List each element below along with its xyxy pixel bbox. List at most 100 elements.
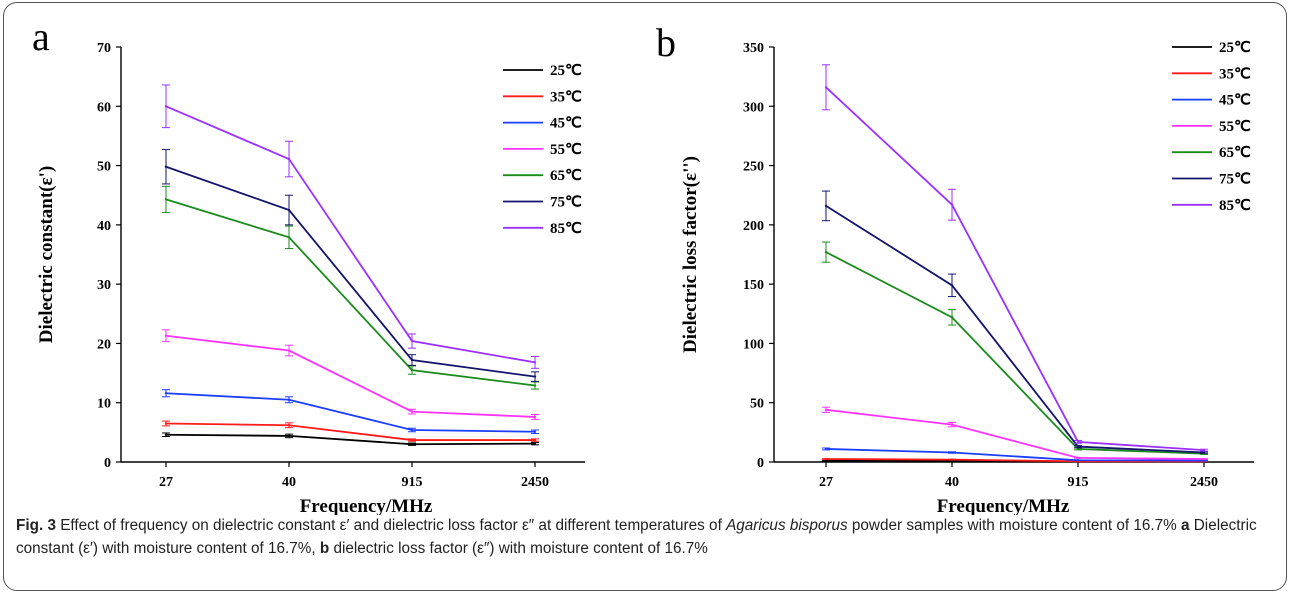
y-tick-label: 100 xyxy=(743,337,764,352)
y-tick-label: 60 xyxy=(97,100,111,115)
data-point xyxy=(950,203,954,206)
x-tick-label: 915 xyxy=(1068,475,1089,490)
data-point xyxy=(410,438,414,442)
caption-species: Agaricus bisporus xyxy=(726,517,848,534)
caption-fig-label: Fig. 3 xyxy=(16,517,56,534)
y-axis-label: Dielectric loss factor(ε'') xyxy=(680,156,701,353)
legend-label: 55℃ xyxy=(1219,119,1251,135)
y-tick-label: 200 xyxy=(743,219,764,234)
x-tick-label: 40 xyxy=(282,475,296,490)
data-point xyxy=(824,447,828,451)
data-point xyxy=(287,236,291,239)
y-tick-label: 10 xyxy=(97,397,111,412)
series-line xyxy=(825,86,1205,452)
series-line xyxy=(825,205,1205,454)
legend-label: 85℃ xyxy=(550,221,582,237)
data-point xyxy=(410,443,414,446)
data-point xyxy=(950,316,954,319)
x-tick-label: 40 xyxy=(945,475,959,490)
data-point xyxy=(410,428,414,432)
data-point xyxy=(1076,445,1080,448)
legend-label: 75℃ xyxy=(1219,172,1251,188)
y-tick-label: 50 xyxy=(750,397,764,412)
data-point xyxy=(824,459,828,463)
series-line xyxy=(825,408,1205,460)
x-tick-label: 27 xyxy=(159,475,173,490)
data-point xyxy=(1076,440,1080,444)
data-point xyxy=(287,398,291,401)
y-tick-label: 150 xyxy=(743,278,764,293)
y-tick-label: 50 xyxy=(97,160,111,175)
data-point xyxy=(824,86,828,89)
legend-label: 55℃ xyxy=(550,142,582,158)
chart-a: a 0 10 20 30 40 50 60 70 27 40 915 2450 Frequency/MHz… xyxy=(32,14,585,515)
data-point xyxy=(410,410,414,413)
y-tick-label: 30 xyxy=(97,278,111,293)
series-line xyxy=(825,251,1205,455)
caption-part-1: Effect of frequency on dielectric consta… xyxy=(55,517,727,534)
panel-label: b xyxy=(656,20,676,65)
caption-part-4: dielectric loss factor (ε″) with moistur… xyxy=(329,540,708,557)
data-point xyxy=(287,208,291,212)
data-point xyxy=(950,423,954,426)
data-point xyxy=(533,430,537,433)
data-point xyxy=(533,415,537,419)
caption-label-b: b xyxy=(319,540,330,557)
data-point xyxy=(533,361,537,364)
y-tick-label: 300 xyxy=(743,100,764,115)
data-point xyxy=(287,434,291,438)
x-axis-label: Frequency/MHz xyxy=(300,496,433,515)
data-point xyxy=(950,451,954,454)
y-tick-label: 40 xyxy=(97,219,111,234)
data-point xyxy=(287,157,291,161)
data-point xyxy=(1202,451,1206,454)
data-point xyxy=(287,424,291,427)
data-point xyxy=(164,392,168,395)
data-point xyxy=(533,442,537,445)
data-point xyxy=(164,433,168,436)
series-line xyxy=(165,165,536,378)
figure-frame xyxy=(3,2,1287,591)
data-point xyxy=(533,375,537,378)
data-point xyxy=(1076,447,1080,451)
legend-label: 75℃ xyxy=(550,195,582,211)
y-tick-label: 70 xyxy=(97,41,111,56)
series-line xyxy=(825,458,1205,463)
figure-caption: Fig. 3 Effect of frequency on dielectric… xyxy=(16,514,1278,560)
data-point xyxy=(824,457,828,461)
y-tick-label: 250 xyxy=(743,160,764,175)
data-point xyxy=(164,334,168,337)
series-line xyxy=(165,198,536,387)
chart-b: b 0 50 100 150 200 250 300 350 27 40 915 2450 Frequen… xyxy=(656,20,1254,515)
caption-label-a: a xyxy=(1180,517,1190,534)
x-tick-label: 27 xyxy=(819,475,833,490)
x-tick-label: 2450 xyxy=(521,475,549,490)
data-point xyxy=(1202,457,1206,461)
y-axis-label: Dielectric constant(ε') xyxy=(36,166,57,343)
legend-label: 35℃ xyxy=(1219,66,1251,82)
data-point xyxy=(410,368,414,372)
legend-label: 25℃ xyxy=(1219,40,1251,56)
legend-label: 85℃ xyxy=(1219,198,1251,214)
y-tick-label: 350 xyxy=(743,41,764,56)
legend-label: 25℃ xyxy=(550,63,582,79)
data-point xyxy=(287,349,291,352)
x-tick-label: 915 xyxy=(402,475,423,490)
panel-label: a xyxy=(32,14,50,59)
y-tick-label: 0 xyxy=(757,456,764,471)
x-axis-label: Frequency/MHz xyxy=(937,496,1070,515)
legend-label: 45℃ xyxy=(550,116,582,132)
data-point xyxy=(824,408,828,412)
series-line xyxy=(165,433,536,446)
series-line xyxy=(165,422,535,441)
series-line xyxy=(165,392,536,433)
legend-label: 35℃ xyxy=(550,89,582,105)
data-point xyxy=(533,438,537,442)
data-point xyxy=(950,284,954,287)
legend-label: 45℃ xyxy=(1219,93,1251,109)
legend-label: 65℃ xyxy=(550,168,582,184)
series-line xyxy=(165,105,536,364)
y-tick-label: 20 xyxy=(97,337,111,352)
series-line xyxy=(825,448,1205,462)
data-point xyxy=(164,422,168,425)
